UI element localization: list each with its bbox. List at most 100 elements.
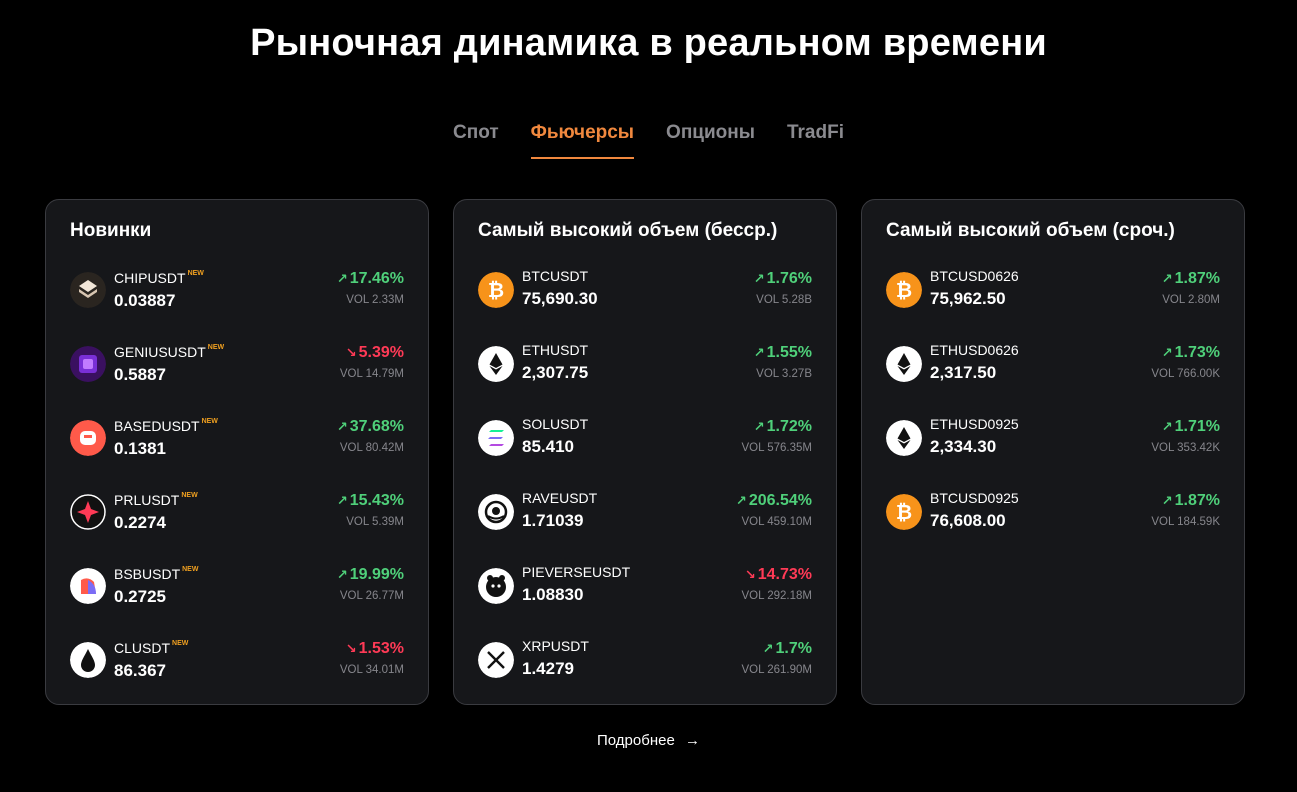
tab-options[interactable]: Опционы xyxy=(666,122,755,143)
change-value: 15.43% xyxy=(349,492,404,509)
genius-icon xyxy=(70,346,106,382)
arrow-up-right-icon: ↗ xyxy=(1161,419,1173,434)
tab-futures[interactable]: Фьючерсы xyxy=(530,121,635,159)
arrow-up-right-icon: ↗ xyxy=(753,271,765,286)
ticker-price: 0.1381 xyxy=(114,438,166,458)
ticker-volume: VOL 34.01M xyxy=(339,664,404,676)
ticker-row[interactable]: ₿ BTCUSD0626 75,962.50 ↗ 1.87% VOL 2.80M xyxy=(886,253,1220,327)
ticker-row[interactable]: PRLUSDT NEW 0.2274 ↗ 15.43% VOL 5.39M xyxy=(70,475,404,549)
ticker-price: 0.5887 xyxy=(114,364,166,384)
change-value: 17.46% xyxy=(349,270,404,287)
ticker-price: 85.410 xyxy=(522,436,574,456)
ticker-change: ↗ 206.54% xyxy=(736,491,812,511)
ticker-row[interactable]: PIEVERSEUSDT 1.08830 ↘ 14.73% VOL 292.18M xyxy=(478,549,812,623)
ticker-row[interactable]: ETHUSD0925 2,334.30 ↗ 1.71% VOL 353.42K xyxy=(886,401,1220,475)
new-badge: NEW xyxy=(172,639,189,647)
arrow-up-right-icon: ↗ xyxy=(1161,345,1173,360)
ticker-row[interactable]: CLUSDT NEW 86.367 ↘ 1.53% VOL 34.01M xyxy=(70,623,404,697)
ticker-change: ↗ 1.71% xyxy=(1151,417,1220,437)
ticker-meta: BTCUSD0626 75,962.50 xyxy=(930,267,1162,310)
tab-spot[interactable]: Спот xyxy=(453,122,499,143)
ticker-row[interactable]: XRPUSDT 1.4279 ↗ 1.7% VOL 261.90M xyxy=(478,623,812,697)
ticker-symbol-line: ETHUSD0626 xyxy=(930,341,1151,359)
card-top-volume-perpetual: Самый высокий объем (бесср.) ₿ BTCUSDT 75,… xyxy=(453,199,837,705)
ticker-row[interactable]: SOLUSDT 85.410 ↗ 1.72% VOL 576.35M xyxy=(478,401,812,475)
ticker-symbol-line: BTCUSD0925 xyxy=(930,489,1151,507)
ticker-symbol-line: SOLUSDT xyxy=(522,415,741,433)
ticker-row[interactable]: GENIUSUSDT NEW 0.5887 ↘ 5.39% VOL 14.79M xyxy=(70,327,404,401)
ticker-list: CHIPUSDT NEW 0.03887 ↗ 17.46% VOL 2.33M GENIUS… xyxy=(70,253,404,697)
ticker-meta: CHIPUSDT NEW 0.03887 xyxy=(114,265,337,312)
ticker-symbol-line: PIEVERSEUSDT xyxy=(522,563,741,581)
ticker-stats: ↘ 5.39% VOL 14.79M xyxy=(340,343,404,381)
new-badge: NEW xyxy=(182,565,199,573)
ticker-change: ↗ 1.55% xyxy=(754,343,812,363)
change-value: 37.68% xyxy=(349,418,404,435)
change-value: 14.73% xyxy=(757,566,812,583)
ticker-symbol: BTCUSDT xyxy=(522,267,589,284)
ticker-volume: VOL 2.80M xyxy=(1162,294,1220,306)
ticker-price: 0.2274 xyxy=(114,512,166,532)
change-value: 19.99% xyxy=(349,566,404,583)
ticker-symbol: PRLUSDT xyxy=(114,491,180,508)
ticker-stats: ↗ 206.54% VOL 459.10M xyxy=(736,491,812,529)
ticker-price: 1.08830 xyxy=(522,584,584,604)
ticker-meta: SOLUSDT 85.410 xyxy=(522,415,741,458)
ticker-row[interactable]: ETHUSD0626 2,317.50 ↗ 1.73% VOL 766.00K xyxy=(886,327,1220,401)
prl-icon xyxy=(70,494,106,530)
ticker-change: ↗ 1.76% xyxy=(754,269,812,289)
tab-tradfi[interactable]: TradFi xyxy=(786,122,844,143)
ticker-symbol: GENIUSUSDT xyxy=(114,343,206,360)
ticker-volume: VOL 2.33M xyxy=(346,294,404,306)
ticker-symbol-line: GENIUSUSDT NEW xyxy=(114,339,340,361)
arrow-up-right-icon: ↗ xyxy=(735,493,747,508)
ticker-row[interactable]: BASEDUSDT NEW 0.1381 ↗ 37.68% VOL 80.42M xyxy=(70,401,404,475)
ticker-stats: ↗ 19.99% VOL 26.77M xyxy=(337,565,404,603)
ticker-symbol: BSBUSDT xyxy=(114,565,181,582)
ticker-row[interactable]: BSBUSDT NEW 0.2725 ↗ 19.99% VOL 26.77M xyxy=(70,549,404,623)
ticker-stats: ↗ 1.55% VOL 3.27B xyxy=(754,343,812,381)
arrow-up-right-icon: ↗ xyxy=(762,641,774,656)
ticker-price: 2,307.75 xyxy=(522,362,589,382)
ticker-price: 2,317.50 xyxy=(930,362,997,382)
xrp-icon xyxy=(478,642,514,678)
ticker-symbol: RAVEUSDT xyxy=(522,489,598,506)
ticker-row[interactable]: ETHUSDT 2,307.75 ↗ 1.55% VOL 3.27B xyxy=(478,327,812,401)
ticker-change: ↘ 1.53% xyxy=(340,639,404,659)
ticker-symbol-line: CHIPUSDT NEW xyxy=(114,265,337,287)
ticker-meta: ETHUSD0626 2,317.50 xyxy=(930,341,1151,384)
ticker-row[interactable]: ₿ BTCUSDT 75,690.30 ↗ 1.76% VOL 5.28B xyxy=(478,253,812,327)
ticker-symbol-line: BTCUSDT xyxy=(522,267,754,285)
ticker-row[interactable]: RAVEUSDT 1.71039 ↗ 206.54% VOL 459.10M xyxy=(478,475,812,549)
ticker-symbol-line: BTCUSD0626 xyxy=(930,267,1162,285)
change-value: 1.87% xyxy=(1174,492,1220,509)
change-value: 1.72% xyxy=(766,418,812,435)
ticker-meta: PRLUSDT NEW 0.2274 xyxy=(114,487,337,534)
new-badge: NEW xyxy=(181,491,198,499)
ticker-price: 1.4279 xyxy=(522,658,574,678)
more-link[interactable]: Подробнее → xyxy=(0,732,1297,749)
chip-icon xyxy=(70,272,106,308)
arrow-down-right-icon: ↘ xyxy=(744,567,756,582)
ticker-symbol: XRPUSDT xyxy=(522,637,589,654)
market-tabs: Спот Фьючерсы Опционы TradFi xyxy=(0,121,1297,159)
bitcoin-icon: ₿ xyxy=(886,272,922,308)
ticker-change: ↗ 1.73% xyxy=(1151,343,1220,363)
ticker-meta: CLUSDT NEW 86.367 xyxy=(114,635,340,682)
oil-drop-icon xyxy=(70,642,106,678)
ticker-meta: BSBUSDT NEW 0.2725 xyxy=(114,561,337,608)
card-new-listings: Новинки CHIPUSDT NEW 0.03887 ↗ 17.46% VOL 2.3… xyxy=(45,199,429,705)
ticker-volume: VOL 292.18M xyxy=(741,590,812,602)
ticker-volume: VOL 459.10M xyxy=(741,516,812,528)
ticker-price: 1.71039 xyxy=(522,510,584,530)
bsb-icon xyxy=(70,568,106,604)
arrow-up-right-icon: ↗ xyxy=(336,493,348,508)
ticker-stats: ↗ 1.76% VOL 5.28B xyxy=(754,269,812,307)
ticker-stats: ↗ 17.46% VOL 2.33M xyxy=(337,269,404,307)
ticker-symbol: ETHUSD0925 xyxy=(930,415,1019,432)
ticker-meta: BTCUSD0925 76,608.00 xyxy=(930,489,1151,532)
ticker-change: ↗ 1.87% xyxy=(1151,491,1220,511)
ticker-row[interactable]: CHIPUSDT NEW 0.03887 ↗ 17.46% VOL 2.33M xyxy=(70,253,404,327)
ethereum-icon xyxy=(886,346,922,382)
ticker-row[interactable]: ₿ BTCUSD0925 76,608.00 ↗ 1.87% VOL 184.59K xyxy=(886,475,1220,549)
